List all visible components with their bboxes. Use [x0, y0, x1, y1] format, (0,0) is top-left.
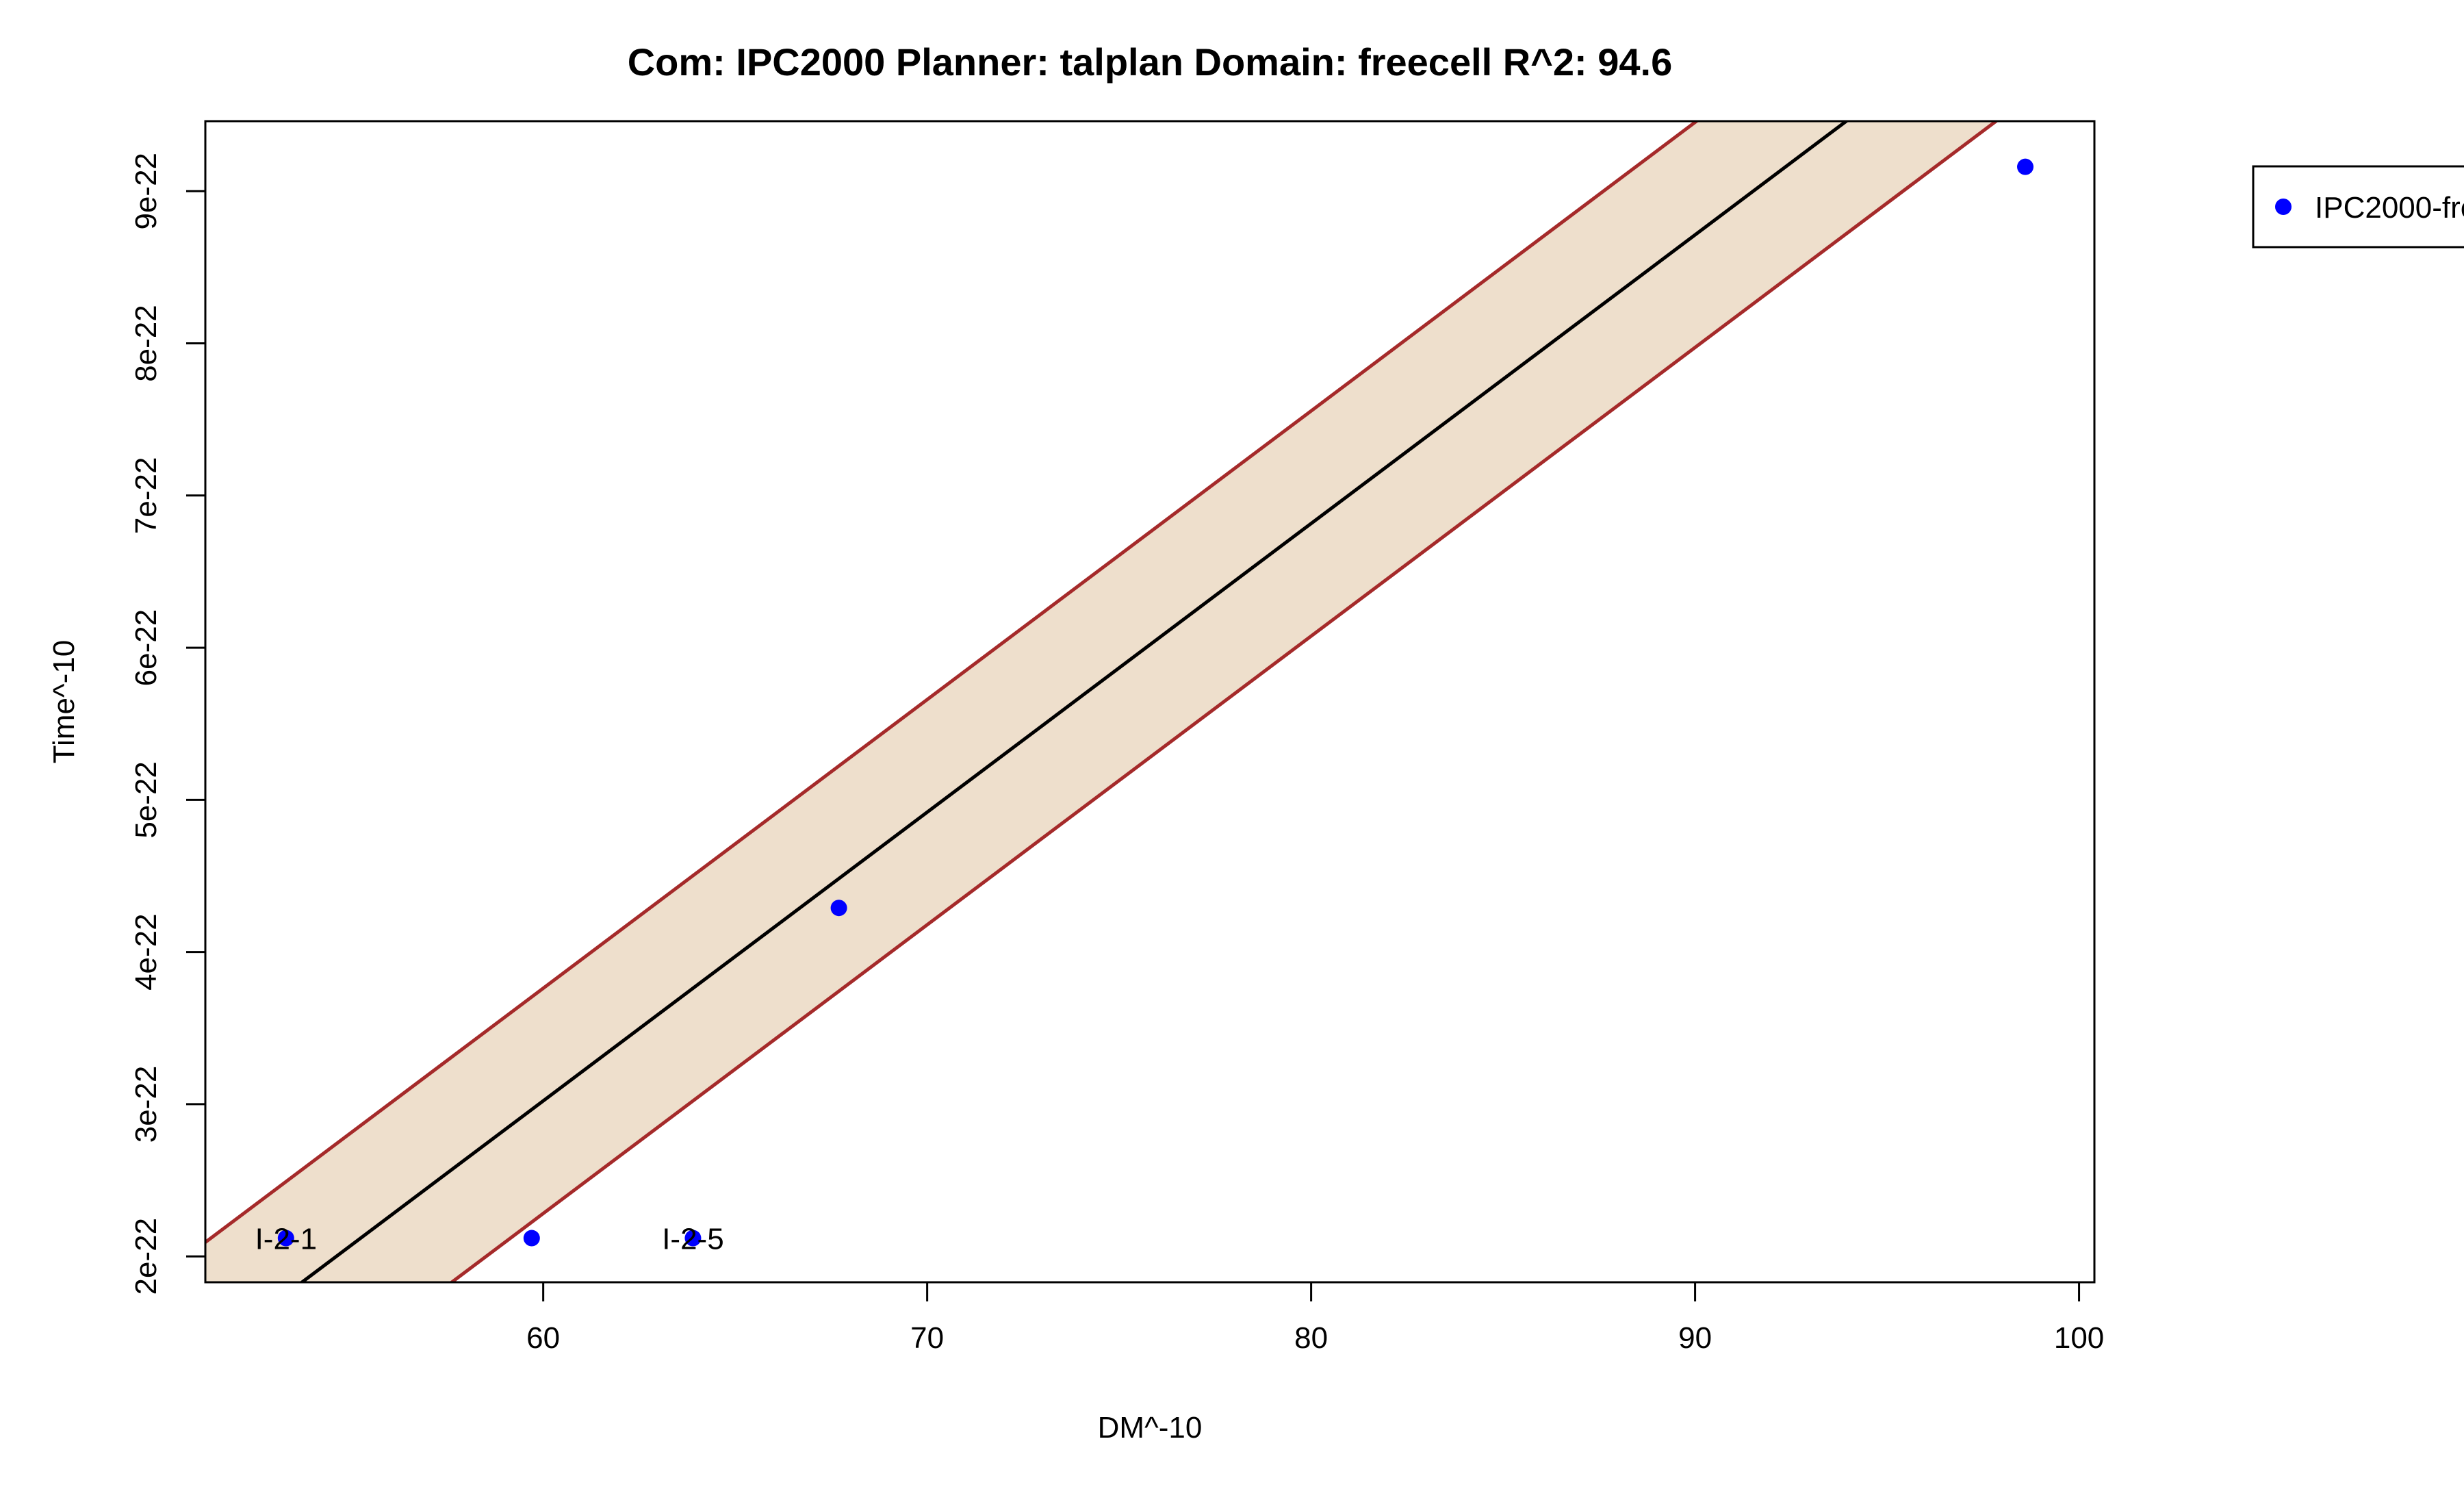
- data-point: [830, 900, 847, 917]
- y-tick-label: 4e-22: [129, 913, 163, 991]
- y-tick-label: 7e-22: [129, 457, 163, 535]
- x-axis: 60 70 80 90 100: [526, 1281, 2104, 1355]
- data-point-label: I-2-1: [255, 1223, 317, 1256]
- legend: IPC2000-freecell: [2252, 165, 2464, 249]
- data-point: [684, 1230, 702, 1247]
- x-axis-label: DM^-10: [1098, 1411, 1203, 1445]
- data-point: [277, 1230, 294, 1247]
- confidence-band: [205, 121, 1997, 1282]
- upper-band-line: [205, 121, 1699, 1245]
- x-tick-label: 80: [1294, 1321, 1328, 1355]
- x-tick-label: 70: [910, 1321, 944, 1355]
- y-tick-label: 9e-22: [129, 153, 163, 230]
- lower-band-line: [448, 121, 1999, 1282]
- legend-marker: [2275, 199, 2292, 215]
- chart-title: Com: IPC2000 Planner: talplan Domain: fr…: [628, 40, 1673, 84]
- regression-band-group: [205, 121, 1999, 1282]
- y-tick-label: 6e-22: [129, 609, 163, 687]
- y-tick-label: 5e-22: [129, 761, 163, 839]
- y-axis-label: Time^-10: [47, 640, 81, 763]
- data-points: I-2-1 I-2-5: [255, 158, 2034, 1256]
- y-tick-label: 8e-22: [129, 305, 163, 382]
- data-point: [2017, 158, 2034, 175]
- data-point: [523, 1230, 540, 1247]
- x-tick-label: 60: [526, 1321, 560, 1355]
- regression-line: [299, 121, 1849, 1282]
- legend-entry-label: IPC2000-freecell: [2315, 191, 2464, 225]
- y-tick-label: 3e-22: [129, 1066, 163, 1143]
- y-tick-label: 2e-22: [129, 1218, 163, 1295]
- y-axis: 2e-22 3e-22 4e-22 5e-22 6e-22 7e-22 8e-22 9e-22: [129, 153, 207, 1295]
- data-point-label: I-2-5: [662, 1223, 723, 1256]
- x-tick-label: 90: [1678, 1321, 1712, 1355]
- x-tick-label: 100: [2054, 1321, 2104, 1355]
